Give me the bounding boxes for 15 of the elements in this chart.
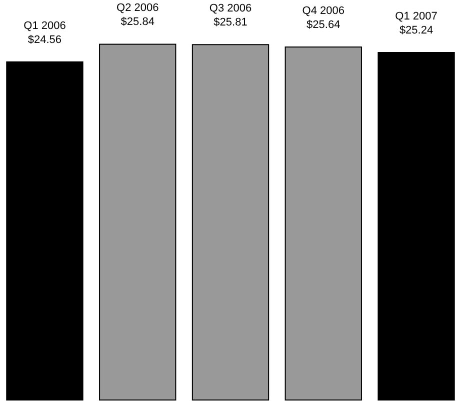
bar: [99, 44, 176, 400]
x-tick-label: Q2 2006: [116, 2, 159, 14]
x-tick-label: Q4 2006: [302, 4, 344, 17]
bar: [378, 52, 455, 400]
data-label: $25.81: [214, 16, 248, 29]
data-label: $25.24: [399, 24, 434, 36]
x-tick-label: Q3 2006: [209, 2, 252, 15]
x-tick-label: Q1 2006: [24, 20, 66, 32]
data-label: $25.84: [120, 16, 154, 28]
bar: [192, 44, 270, 400]
data-label: $25.64: [306, 18, 340, 31]
bar: [284, 46, 362, 400]
bar: [6, 61, 84, 400]
x-tick-label: Q1 2007: [395, 10, 438, 22]
data-label: $24.56: [28, 34, 62, 46]
